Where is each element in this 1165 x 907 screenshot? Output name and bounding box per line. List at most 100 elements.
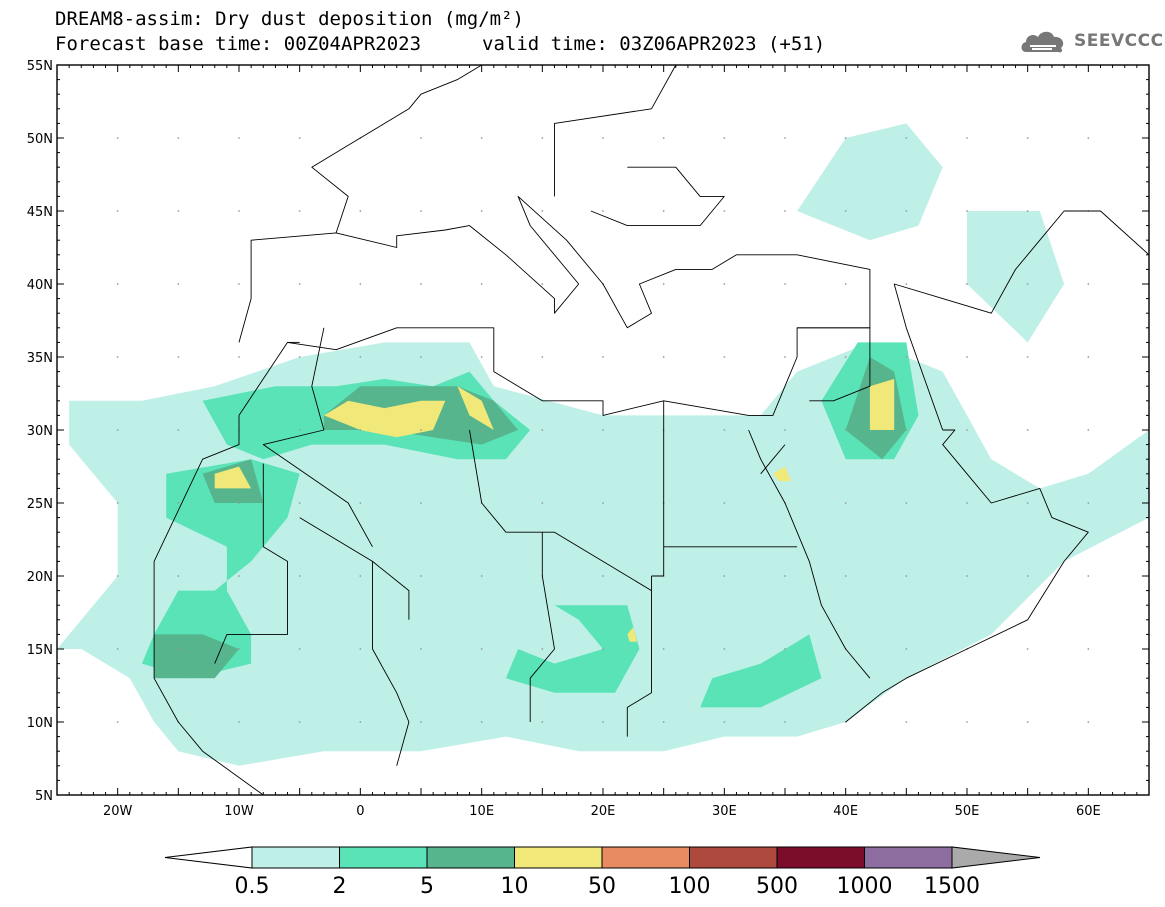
colorbar-swatch-2	[426, 846, 515, 869]
grid-dot	[541, 356, 544, 358]
lon-label-10W: 10W	[224, 804, 254, 819]
grid-dot	[359, 721, 362, 723]
grid-dot	[116, 502, 119, 504]
grid-dot	[359, 356, 362, 358]
colorbar-swatch-1	[339, 846, 428, 869]
boundary-line-6	[299, 517, 410, 620]
grid-dot	[602, 137, 604, 139]
grid-dot	[177, 210, 180, 212]
boundary-line-13	[893, 210, 1150, 431]
grid-dot	[905, 429, 908, 431]
lat-label-45N: 45N	[27, 205, 53, 220]
grid-dot	[420, 575, 422, 577]
grid-dot	[1026, 575, 1029, 577]
grid-dot	[966, 502, 968, 504]
lat-label-20N: 20N	[27, 570, 53, 585]
grid-dot	[359, 502, 362, 504]
colorbar-label-1000: 1000	[837, 874, 893, 899]
lat-label-25N: 25N	[27, 497, 53, 512]
grid-dot	[966, 429, 968, 431]
grid-dot	[1087, 648, 1090, 650]
grid-dot	[905, 721, 908, 723]
lon-label-20E: 20E	[591, 804, 616, 819]
grid-dot	[844, 283, 847, 285]
boundary-line-16	[554, 64, 677, 197]
grid-dot	[602, 210, 604, 212]
grid-dot	[541, 648, 544, 650]
boundary-line-15	[262, 327, 373, 548]
grid-dot	[298, 210, 301, 212]
dust-contour-level-3-4-1	[457, 386, 494, 430]
grid-dot	[480, 356, 483, 358]
grid-dot	[238, 210, 240, 212]
colorbar-label-0.5: 0.5	[235, 874, 270, 899]
colorbar-swatch-3	[514, 846, 603, 869]
grid-dot	[966, 721, 968, 723]
grid-dot	[1087, 575, 1090, 577]
lon-label-30E: 30E	[712, 804, 737, 819]
grid-dot	[177, 429, 180, 431]
grid-dot	[177, 502, 180, 504]
dust-contour-level-1-2-3	[700, 634, 822, 708]
colorbar-swatch-5	[689, 846, 778, 869]
valid-time: valid time: 03Z06APR2023 (+51)	[482, 33, 826, 55]
grid-dot	[1026, 502, 1029, 504]
lat-label-10N: 10N	[27, 716, 53, 731]
grid-dot	[541, 502, 544, 504]
grid-dot	[723, 137, 726, 139]
grid-dot	[116, 356, 119, 358]
grid-dot	[238, 137, 240, 139]
grid-dot	[966, 137, 968, 139]
seevccc-logo: SEEVCCC	[1018, 26, 1164, 56]
grid-dot	[905, 648, 908, 650]
dust-contour-level-0-1-0	[797, 123, 943, 241]
lon-label-50E: 50E	[955, 804, 980, 819]
colorbar-label-1500: 1500	[924, 874, 980, 899]
grid-dot	[541, 721, 544, 723]
lon-label-20W: 20W	[103, 804, 133, 819]
grid-dot	[298, 502, 301, 504]
grid-dot	[116, 648, 119, 650]
grid-dot	[298, 283, 301, 285]
grid-dot	[723, 648, 726, 650]
grid-dot	[420, 210, 422, 212]
lon-label-60E: 60E	[1076, 804, 1101, 819]
grid-dot	[298, 721, 301, 723]
grid-dot	[844, 210, 847, 212]
grid-dot	[359, 575, 362, 577]
grid-dot	[420, 721, 422, 723]
grid-dot	[298, 356, 301, 358]
grid-dot	[541, 283, 544, 285]
boundary-line-14	[372, 561, 410, 766]
grid-dot	[238, 648, 240, 650]
grid-dot	[1087, 283, 1090, 285]
grid-dot	[177, 575, 180, 577]
boundary-line-3	[748, 429, 871, 679]
grid-dot	[966, 356, 968, 358]
grid-dot	[784, 283, 786, 285]
grid-dot	[1026, 283, 1029, 285]
grid-dot	[177, 283, 180, 285]
lat-label-5N: 5N	[35, 789, 53, 804]
grid-dot	[1087, 721, 1090, 723]
grid-dot	[844, 429, 847, 431]
grid-dot	[1087, 502, 1090, 504]
boundary-line-8	[469, 429, 652, 591]
grid-dot	[116, 721, 119, 723]
colorbar-label-500: 500	[756, 874, 798, 899]
colorbar-low-arrow	[164, 846, 253, 869]
grid-dot	[116, 210, 119, 212]
grid-dot	[844, 137, 847, 139]
grid-dot	[116, 283, 119, 285]
grid-dot	[905, 356, 908, 358]
grid-dot	[420, 648, 422, 650]
grid-dot	[480, 283, 483, 285]
grid-dot	[602, 356, 604, 358]
grid-dot	[1026, 429, 1029, 431]
grid-dot	[905, 283, 908, 285]
grid-dot	[177, 648, 180, 650]
grid-dot	[298, 648, 301, 650]
grid-dot	[602, 575, 604, 577]
grid-dot	[541, 429, 544, 431]
